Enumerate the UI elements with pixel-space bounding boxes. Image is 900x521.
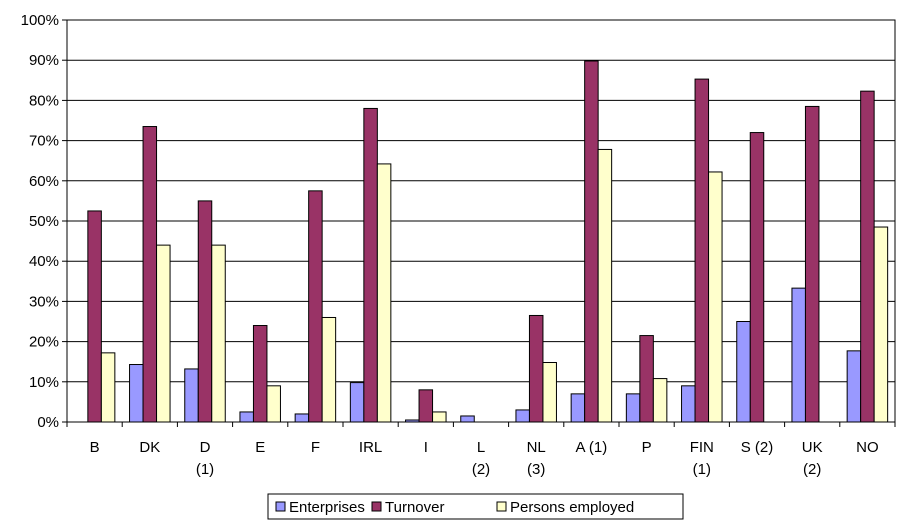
bar-turnover bbox=[87, 210, 102, 423]
x-tick-label: (1) bbox=[196, 461, 214, 478]
x-tick-label: (2) bbox=[472, 461, 490, 478]
y-tick-label: 20% bbox=[29, 334, 59, 351]
y-tick-label: 70% bbox=[29, 133, 59, 150]
bar-turnover bbox=[252, 325, 268, 423]
bar-turnover bbox=[418, 389, 434, 423]
x-tick-label: A (1) bbox=[576, 439, 608, 456]
bar-turnover bbox=[142, 126, 158, 423]
bar-enterprises bbox=[570, 393, 586, 423]
gridlines bbox=[67, 19, 895, 383]
y-tick-label: 80% bbox=[29, 92, 59, 109]
bar-enterprises bbox=[736, 321, 751, 423]
x-tick-label: F bbox=[311, 439, 320, 456]
x-tick-label: (2) bbox=[803, 461, 821, 478]
bar-enterprises bbox=[129, 364, 144, 423]
bar-persons-employed bbox=[266, 385, 281, 423]
x-tick-label: FIN bbox=[690, 439, 714, 456]
bar-turnover bbox=[363, 107, 378, 423]
bar-enterprises bbox=[239, 411, 254, 423]
bar-persons-employed bbox=[211, 244, 226, 423]
x-tick-label: NL bbox=[527, 439, 546, 456]
x-tick-label: P bbox=[642, 439, 652, 456]
x-tick-label: (1) bbox=[693, 461, 711, 478]
legend-label: Persons employed bbox=[510, 499, 634, 516]
axes bbox=[62, 19, 896, 427]
legend-label: Enterprises bbox=[289, 499, 365, 516]
y-tick-label: 0% bbox=[37, 414, 59, 431]
bar-enterprises bbox=[791, 287, 806, 423]
bar-enterprises bbox=[681, 385, 696, 423]
y-tick-label: 30% bbox=[29, 293, 59, 310]
bar-enterprises bbox=[460, 415, 475, 423]
bar-turnover bbox=[804, 105, 820, 423]
bar-turnover bbox=[694, 78, 710, 423]
bar-persons-employed bbox=[432, 411, 447, 423]
x-tick-label: L bbox=[477, 439, 485, 456]
bar-turnover bbox=[860, 90, 875, 423]
x-tick-label: I bbox=[424, 439, 428, 456]
y-tick-label: 90% bbox=[29, 52, 59, 69]
bar-enterprises bbox=[349, 382, 365, 423]
x-tick-label: (3) bbox=[527, 461, 545, 478]
bar-persons-employed bbox=[652, 378, 668, 423]
bar-persons-employed bbox=[156, 244, 171, 423]
x-tick-label: NO bbox=[856, 439, 879, 456]
bar-persons-employed bbox=[376, 163, 392, 423]
bar-enterprises bbox=[294, 413, 310, 423]
bar-turnover bbox=[639, 335, 654, 423]
bar-persons-employed bbox=[873, 226, 889, 423]
legend-box bbox=[267, 493, 684, 520]
bar-enterprises bbox=[625, 393, 641, 423]
bar-turnover bbox=[528, 314, 544, 423]
bar-persons-employed bbox=[321, 316, 337, 423]
bar-persons-employed bbox=[708, 171, 723, 423]
bar-enterprises bbox=[184, 368, 199, 423]
bar-turnover bbox=[584, 60, 599, 423]
bar-persons-employed bbox=[542, 362, 557, 423]
legend-swatch-persons-employed bbox=[496, 501, 507, 512]
bar-turnover bbox=[308, 190, 323, 423]
bar-persons-employed bbox=[597, 148, 613, 423]
bar-persons-employed bbox=[100, 352, 116, 423]
bars bbox=[87, 60, 889, 423]
y-tick-label: 100% bbox=[21, 12, 59, 29]
x-tick-label: E bbox=[255, 439, 265, 456]
y-tick-label: 10% bbox=[29, 374, 59, 391]
bar-turnover bbox=[197, 200, 213, 423]
bar-enterprises bbox=[515, 409, 530, 423]
x-tick-label: UK bbox=[802, 439, 823, 456]
legend-label: Turnover bbox=[385, 499, 444, 516]
legend: Enterprises Turnover Persons employed bbox=[267, 493, 684, 520]
plot-area-border bbox=[66, 19, 896, 423]
y-tick-label: 60% bbox=[29, 173, 59, 190]
x-axis-tick-labels: B DK D (1) E F IRL I L (2) NL (3) A (1) P FIN (1) S (2) U… bbox=[90, 439, 879, 478]
y-tick-label: 50% bbox=[29, 213, 59, 230]
x-tick-label: S (2) bbox=[741, 439, 774, 456]
bar-enterprises bbox=[846, 350, 862, 423]
x-tick-label: D bbox=[200, 439, 211, 456]
x-tick-label: IRL bbox=[359, 439, 382, 456]
y-axis-tick-labels: 0% 10% 20% 30% 40% 50% 60% 70% 80% 90% 100% bbox=[21, 12, 59, 431]
y-tick-label: 40% bbox=[29, 253, 59, 270]
x-tick-label: B bbox=[90, 439, 100, 456]
x-tick-label: DK bbox=[139, 439, 160, 456]
legend-swatch-enterprises bbox=[275, 501, 286, 512]
bar-turnover bbox=[749, 132, 765, 423]
legend-swatch-turnover bbox=[371, 501, 382, 512]
